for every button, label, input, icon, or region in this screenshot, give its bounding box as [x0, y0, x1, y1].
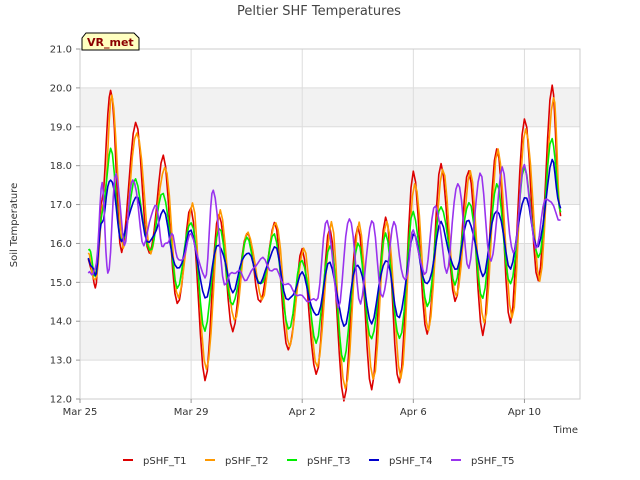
series-line-pSHF_T3: [87, 137, 562, 363]
y-tick-label: 18.0: [50, 161, 72, 172]
series-line-pSHF_T1: [87, 84, 562, 402]
x-tick-label: Apr 6: [400, 407, 427, 418]
legend-label-pSHF_T2: pSHF_T2: [225, 456, 268, 467]
plot-frame: [79, 48, 581, 400]
y-tick-label: 20.0: [50, 83, 72, 94]
y-tick-label: 21.0: [50, 45, 72, 56]
x-tick-label: Apr 10: [508, 407, 541, 418]
badge-label: VR_met: [87, 36, 134, 49]
chart-title: Peltier SHF Temperatures: [237, 4, 401, 19]
x-axis-label: Time: [553, 425, 578, 436]
y-tick-label: 16.0: [50, 239, 72, 250]
y-tick-label: 13.0: [50, 356, 72, 367]
series-line-pSHF_T5: [87, 163, 561, 309]
series-line-pSHF_T4: [87, 158, 562, 327]
legend: pSHF_T1 pSHF_T2 pSHF_T3 pSHF_T4 pSHF_T5: [123, 456, 514, 467]
y-tick-label: 14.0: [50, 317, 72, 328]
plot-band: [80, 87, 580, 127]
legend-label-pSHF_T3: pSHF_T3: [307, 456, 350, 467]
badge: VR_met: [81, 32, 140, 51]
y-tick-label: 12.0: [50, 395, 72, 406]
plot-band: [80, 321, 580, 361]
y-tick-label: 15.0: [50, 278, 72, 289]
legend-label-pSHF_T4: pSHF_T4: [389, 456, 432, 467]
y-tick-label: 19.0: [50, 122, 72, 133]
x-tick-label: Mar 25: [63, 407, 98, 418]
y-axis-label: Soil Temperature: [9, 183, 20, 268]
legend-label-pSHF_T5: pSHF_T5: [471, 456, 514, 467]
x-tick-label: Apr 2: [289, 407, 316, 418]
x-tick-label: Mar 29: [174, 407, 209, 418]
legend-label-pSHF_T1: pSHF_T1: [143, 456, 186, 467]
y-tick-label: 17.0: [50, 200, 72, 211]
series-line-pSHF_T2: [87, 94, 562, 390]
